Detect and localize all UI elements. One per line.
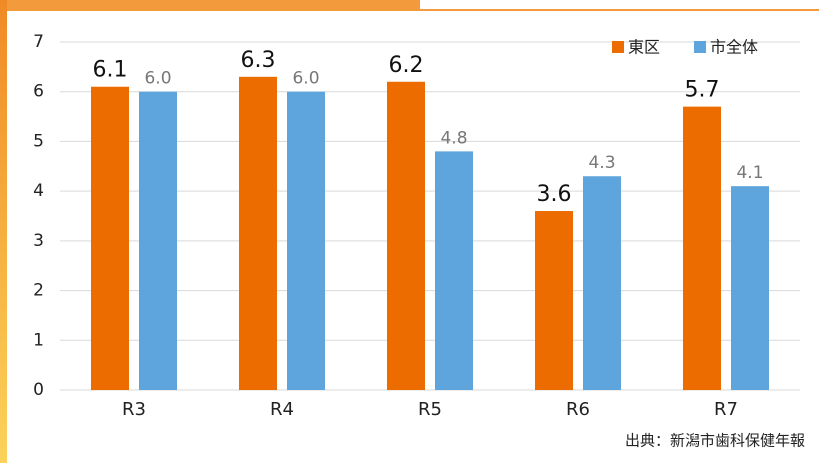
data-label: 4.3 [588,153,615,173]
x-tick-label: R6 [566,399,590,420]
data-label: 3.6 [537,182,572,207]
data-label: 6.0 [144,69,171,89]
bar [287,91,325,390]
y-tick-label: 6 [33,82,44,102]
bar [435,151,473,390]
x-tick-label: R5 [418,399,442,420]
header-line [420,9,819,11]
bar [91,86,129,390]
x-tick-label: R3 [122,399,146,420]
bar [239,76,277,391]
bar [731,186,769,390]
legend-label: 東区 [628,38,660,57]
data-label: 5.7 [685,78,720,103]
y-tick-label: 4 [33,181,44,201]
data-label: 6.3 [241,48,276,73]
data-label: 6.1 [93,58,128,83]
x-tick-label: R4 [270,399,294,420]
y-tick-label: 1 [33,330,44,350]
bar [535,211,573,390]
header-strip [0,0,420,11]
legend-swatch [694,41,707,53]
legend-swatch [612,41,624,53]
bar [139,91,177,390]
source-note: 出典：新潟市歯科保健年報 [625,432,805,450]
bar [683,106,721,390]
data-label: 4.1 [736,163,763,183]
legend-label: 市全体 [710,38,758,57]
data-label: 6.0 [292,69,319,89]
bar [583,176,621,390]
y-tick-label: 0 [33,380,44,400]
left-border [0,0,7,463]
data-label: 4.8 [440,128,467,148]
bar [387,81,425,391]
y-tick-label: 5 [33,131,44,151]
y-tick-label: 7 [33,32,44,52]
y-tick-label: 3 [33,231,44,251]
data-label: 6.2 [389,53,424,78]
y-tick-label: 2 [33,281,44,301]
x-tick-label: R7 [714,399,738,420]
